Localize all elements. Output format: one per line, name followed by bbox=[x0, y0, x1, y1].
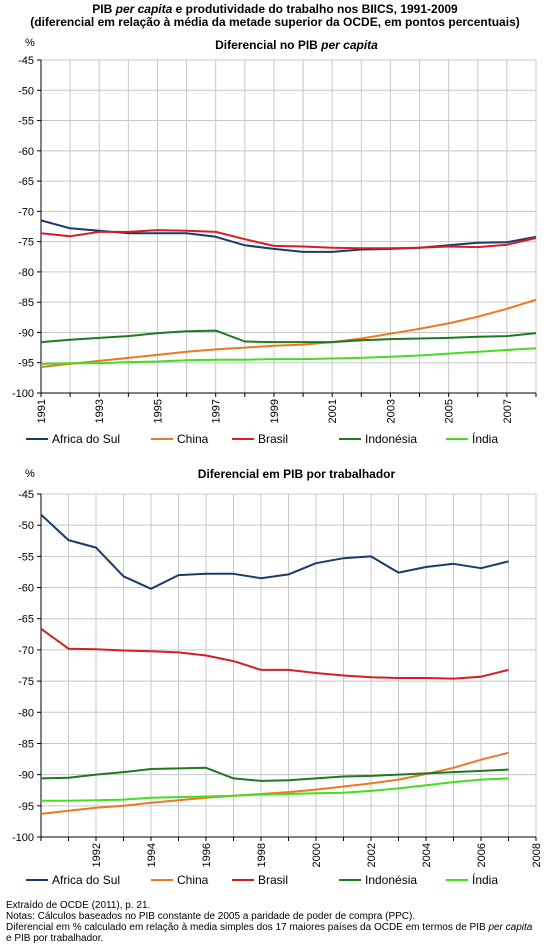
series-line-4 bbox=[40, 766, 509, 782]
x-tick-label: 1991 bbox=[36, 399, 48, 423]
x-tick-label: 2004 bbox=[421, 843, 433, 867]
y-tick-label: -85 bbox=[18, 738, 34, 750]
y-tick-label: -75 bbox=[18, 237, 34, 249]
y-tick-label: -65 bbox=[18, 614, 34, 626]
legend: Africa do Sul China Brasil Indonésia Índia bbox=[26, 872, 498, 887]
x-tick-label: 1993 bbox=[94, 399, 106, 423]
y-tick-label: -90 bbox=[18, 327, 34, 339]
series-line-5 bbox=[41, 777, 509, 802]
x-tick-label: 2001 bbox=[327, 399, 339, 423]
y-axis-label: % bbox=[25, 468, 35, 480]
x-tick-label: 2006 bbox=[476, 843, 488, 867]
series-line-4 bbox=[40, 329, 537, 344]
y-tick-label: -100 bbox=[12, 832, 34, 844]
series-line-3 bbox=[40, 229, 537, 250]
x-tick-label: 2002 bbox=[366, 843, 378, 867]
x-tick-label: 2000 bbox=[311, 843, 323, 867]
y-tick-label: -45 bbox=[18, 489, 34, 501]
figure-title-line: PIB per capita e produtividade do trabal… bbox=[0, 3, 550, 16]
y-axis-label: % bbox=[25, 37, 35, 49]
y-tick-label: -55 bbox=[18, 116, 34, 128]
legend-entry: Africa do Sul bbox=[52, 432, 120, 446]
title-italic: per capita bbox=[115, 2, 173, 16]
chart-title-text: Diferencial no PIB bbox=[215, 38, 321, 52]
y-tick-label: -95 bbox=[18, 801, 34, 813]
notes-line2: Diferencial em % calculado em relação à … bbox=[6, 922, 546, 933]
legend-entry: Brasil bbox=[258, 432, 288, 446]
series-line-1 bbox=[40, 513, 509, 590]
y-tick-label: -80 bbox=[18, 267, 34, 279]
legend-entry: Indonésia bbox=[365, 873, 417, 887]
chart-1: Diferencial no PIB per capita% -45 -50 -55 -… bbox=[12, 37, 537, 446]
x-tick-label: 1992 bbox=[91, 843, 103, 867]
y-tick-label: -80 bbox=[18, 707, 34, 719]
series-line-2 bbox=[40, 298, 537, 368]
x-tick-label: 1996 bbox=[201, 843, 213, 867]
y-tick-label: -55 bbox=[18, 551, 34, 563]
y-tick-label: -60 bbox=[18, 583, 34, 595]
title-part1: PIB bbox=[92, 2, 116, 16]
x-tick-label: 1998 bbox=[256, 843, 268, 867]
y-tick-label: -75 bbox=[18, 676, 34, 688]
legend: Africa do Sul China Brasil Indonésia Índia bbox=[26, 431, 498, 446]
figure-subtitle: (diferencial em relação à média da metad… bbox=[30, 15, 520, 29]
notes-line2-text: Diferencial em % calculado em relação à … bbox=[6, 922, 489, 933]
x-tick-label: 1995 bbox=[152, 399, 164, 423]
x-tick-label: 2007 bbox=[502, 399, 514, 423]
chart-title-italic: per capita bbox=[320, 38, 378, 52]
chart-2: Diferencial em PIB por trabalhador% -45 -5… bbox=[12, 467, 543, 887]
y-tick-label: -60 bbox=[18, 146, 34, 158]
notes-line3: e PIB por trabalhador. bbox=[6, 933, 104, 944]
y-tick-label: -90 bbox=[18, 770, 34, 782]
legend-entry: Brasil bbox=[258, 873, 288, 887]
y-tick-label: -95 bbox=[18, 358, 34, 370]
title-part2: e produtividade do trabalho nos BIICS, 1… bbox=[172, 2, 458, 16]
legend-entry: China bbox=[177, 873, 209, 887]
y-tick-label: -85 bbox=[18, 297, 34, 309]
y-tick-label: -70 bbox=[18, 645, 34, 657]
legend-entry: Índia bbox=[472, 431, 498, 446]
y-tick-label: -65 bbox=[18, 176, 34, 188]
x-tick-label: 2003 bbox=[385, 399, 397, 423]
y-tick-label: -50 bbox=[18, 85, 34, 97]
notes-line1: Notas: Cálculos baseados no PIB constant… bbox=[6, 911, 416, 922]
y-tick-label: -45 bbox=[18, 55, 34, 67]
x-tick-label: 2008 bbox=[531, 843, 543, 867]
y-tick-label: -70 bbox=[18, 206, 34, 218]
x-tick-label: 1994 bbox=[146, 843, 158, 867]
figure-title: PIB per capita e produtividade do trabal… bbox=[0, 3, 550, 29]
legend-entry: Africa do Sul bbox=[52, 873, 120, 887]
chart-title-text: Diferencial em PIB por trabalhador bbox=[198, 467, 396, 481]
chart-title: Diferencial em PIB por trabalhador bbox=[198, 467, 396, 481]
x-tick-label: 2005 bbox=[444, 399, 456, 423]
notes-line2-italic: per capita bbox=[488, 922, 533, 933]
series-line-5 bbox=[40, 347, 537, 365]
notes: Extraído de OCDE (2011), p. 21. Notas: C… bbox=[6, 900, 546, 944]
y-tick-label: -100 bbox=[12, 388, 34, 400]
chart-title: Diferencial no PIB per capita bbox=[215, 38, 378, 52]
y-tick-label: -50 bbox=[18, 520, 34, 532]
x-tick-label: 1997 bbox=[211, 399, 223, 423]
x-tick-label: 1999 bbox=[269, 399, 281, 423]
series-line-3 bbox=[40, 627, 509, 680]
legend-entry: Índia bbox=[472, 872, 498, 887]
legend-entry: China bbox=[177, 432, 209, 446]
legend-entry: Indonésia bbox=[365, 432, 417, 446]
notes-source: Extraído de OCDE (2011), p. 21. bbox=[6, 900, 151, 911]
